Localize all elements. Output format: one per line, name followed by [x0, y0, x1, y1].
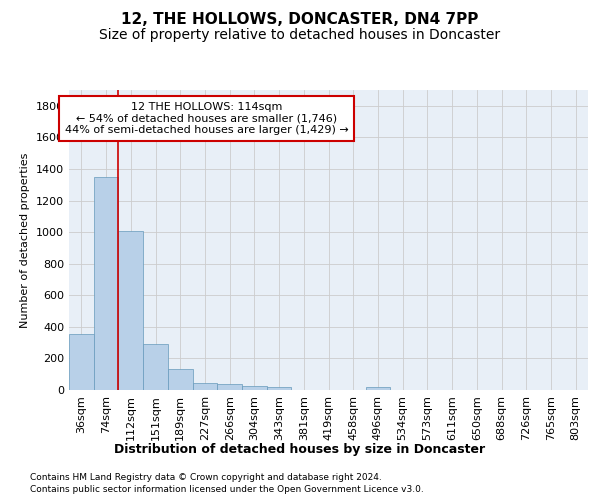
Bar: [69, 334, 94, 390]
Bar: [193, 384, 217, 390]
Text: 12 THE HOLLOWS: 114sqm
← 54% of detached houses are smaller (1,746)
44% of semi-: 12 THE HOLLOWS: 114sqm ← 54% of detached…: [65, 102, 349, 135]
Y-axis label: Number of detached properties: Number of detached properties: [20, 152, 31, 328]
Text: Size of property relative to detached houses in Doncaster: Size of property relative to detached ho…: [100, 28, 500, 42]
Text: Distribution of detached houses by size in Doncaster: Distribution of detached houses by size …: [115, 442, 485, 456]
Bar: [94, 178, 118, 390]
Bar: [365, 387, 390, 390]
Bar: [217, 384, 242, 390]
Bar: [168, 370, 193, 390]
Text: 12, THE HOLLOWS, DONCASTER, DN4 7PP: 12, THE HOLLOWS, DONCASTER, DN4 7PP: [121, 12, 479, 28]
Bar: [242, 386, 267, 390]
Bar: [267, 387, 292, 390]
Text: Contains HM Land Registry data © Crown copyright and database right 2024.: Contains HM Land Registry data © Crown c…: [30, 472, 382, 482]
Text: Contains public sector information licensed under the Open Government Licence v3: Contains public sector information licen…: [30, 485, 424, 494]
Bar: [143, 344, 168, 390]
Bar: [118, 230, 143, 390]
